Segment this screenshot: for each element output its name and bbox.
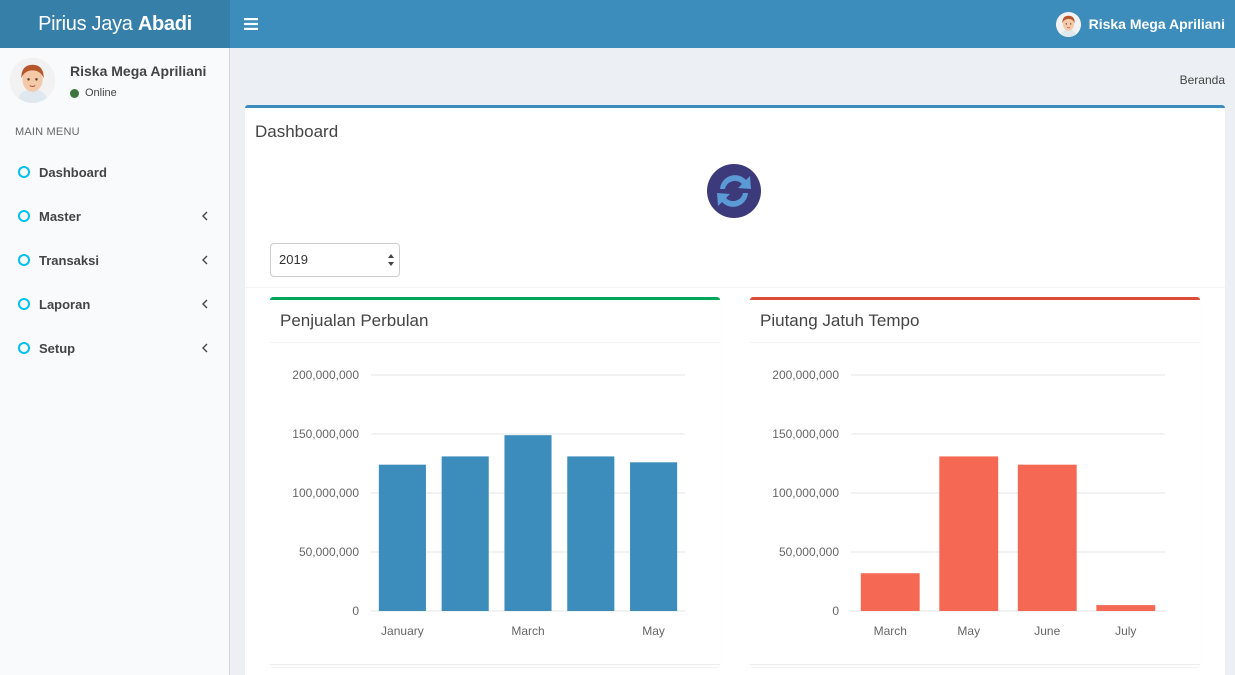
online-status-dot-icon <box>70 88 79 98</box>
user-status-label: Online <box>85 87 117 99</box>
y-tick-label: 100,000,000 <box>772 486 839 500</box>
x-tick-label: July <box>1115 624 1136 638</box>
bar[interactable] <box>378 464 426 611</box>
user-menu[interactable]: Riska Mega Apriliani <box>1055 10 1225 38</box>
select-arrows-icon <box>388 254 394 266</box>
sidebar-item-setup[interactable]: Setup <box>0 326 229 370</box>
circle-icon <box>18 210 30 222</box>
chevron-left-icon <box>202 299 208 309</box>
y-tick-label: 50,000,000 <box>779 545 839 559</box>
y-tick-label: 0 <box>352 604 359 618</box>
x-tick-label: March <box>511 624 544 638</box>
bar[interactable] <box>860 573 920 611</box>
user-avatar-icon <box>1055 11 1081 37</box>
sidebar-toggle-hamburger-icon[interactable] <box>240 13 262 35</box>
bar[interactable] <box>504 435 552 611</box>
bar[interactable] <box>1096 605 1156 611</box>
y-tick-label: 50,000,000 <box>299 545 359 559</box>
year-select-value: 2019 <box>279 252 308 267</box>
chevron-left-icon <box>202 255 208 265</box>
sidebar-item-label: Setup <box>39 340 76 356</box>
chart-box-penjualan: Penjualan Perbulan 0 50,000,000 100,000,00… <box>270 297 720 667</box>
sidebar-user-name: Riska Mega Apriliani <box>70 63 207 79</box>
user-status: Online <box>70 87 117 99</box>
chart-box-piutang: Piutang Jatuh Tempo 0 50,000,000 100,000,0… <box>750 297 1200 667</box>
main-menu: Dashboard Master Transaksi Laporan Setup <box>0 150 229 370</box>
bar[interactable] <box>630 462 678 611</box>
chart-title: Piutang Jatuh Tempo <box>760 311 920 330</box>
sidebar-item-dashboard[interactable]: Dashboard <box>0 150 229 194</box>
sidebar-item-label: Master <box>39 208 81 224</box>
bar[interactable] <box>441 456 489 611</box>
divider <box>270 342 720 343</box>
logo-text-bold: Abadi <box>137 13 192 35</box>
app-logo[interactable]: Pirius Jaya Abadi <box>0 0 230 48</box>
logo-text-light: Pirius Jaya <box>38 13 138 35</box>
chevron-left-icon <box>202 343 208 353</box>
x-tick-label: May <box>957 624 980 638</box>
chevron-left-icon <box>202 211 208 221</box>
refresh-icon[interactable] <box>706 163 762 219</box>
divider <box>245 287 1225 288</box>
y-tick-label: 150,000,000 <box>292 427 359 441</box>
top-navbar: Pirius Jaya Abadi Riska Mega Apriliani <box>0 0 1235 48</box>
menu-header: MAIN MENU <box>15 126 80 138</box>
sidebar: Riska Mega Apriliani Online MAIN MENU Da… <box>0 48 230 675</box>
x-tick-label: June <box>1034 624 1060 638</box>
bar[interactable] <box>567 456 615 611</box>
sidebar-item-master[interactable]: Master <box>0 194 229 238</box>
chart-title: Penjualan Perbulan <box>280 311 429 330</box>
bar-chart-penjualan: 0 50,000,000 100,000,000 150,000,000 200,000… <box>292 368 685 638</box>
x-tick-label: May <box>642 624 665 638</box>
circle-icon <box>18 254 30 266</box>
bar[interactable] <box>939 456 999 611</box>
user-name-top: Riska Mega Apriliani <box>1088 16 1225 32</box>
y-tick-label: 200,000,000 <box>772 368 839 382</box>
sidebar-item-label: Transaksi <box>39 252 99 268</box>
circle-icon <box>18 166 30 178</box>
user-panel: Riska Mega Apriliani Online <box>0 48 229 116</box>
y-tick-label: 200,000,000 <box>292 368 359 382</box>
sidebar-item-laporan[interactable]: Laporan <box>0 282 229 326</box>
x-tick-label: January <box>381 624 424 638</box>
divider <box>270 664 720 665</box>
page-title: Dashboard <box>255 122 339 141</box>
divider <box>750 342 1200 343</box>
user-avatar-large-icon <box>10 58 55 103</box>
sidebar-item-label: Laporan <box>39 296 91 312</box>
dashboard-box: Dashboard 2019 Penjualan Perbulan 0 50,00… <box>245 105 1225 675</box>
circle-icon <box>18 342 30 354</box>
y-tick-label: 100,000,000 <box>292 486 359 500</box>
y-tick-label: 0 <box>832 604 839 618</box>
y-tick-label: 150,000,000 <box>772 427 839 441</box>
divider <box>750 664 1200 665</box>
breadcrumb[interactable]: Beranda <box>1179 73 1225 87</box>
bar-chart-piutang: 0 50,000,000 100,000,000 150,000,000 200,000… <box>772 368 1165 638</box>
bar[interactable] <box>1017 464 1077 611</box>
year-select[interactable]: 2019 <box>270 243 400 277</box>
sidebar-item-transaksi[interactable]: Transaksi <box>0 238 229 282</box>
sidebar-item-label: Dashboard <box>39 164 107 180</box>
x-tick-label: March <box>874 624 907 638</box>
circle-icon <box>18 298 30 310</box>
